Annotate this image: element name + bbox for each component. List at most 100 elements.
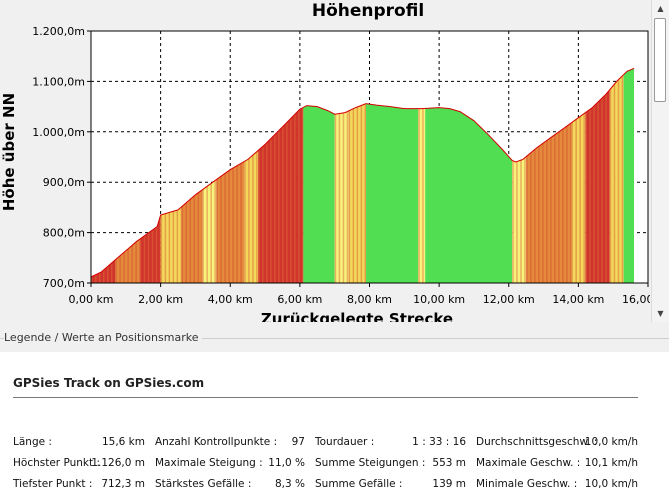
gradient-stripe xyxy=(538,68,540,283)
gradient-stripe xyxy=(530,68,532,283)
stat-item: Länge : 15,6 km xyxy=(13,436,145,450)
stat-item: Summe Steigungen : 553 m xyxy=(315,457,466,471)
y-tick-label: 1.200,0m xyxy=(32,25,85,38)
gradient-band xyxy=(623,68,635,283)
elevation-chart: 700,0m 800,0m 900,0m 1.000,0m 1.100,0m 1.200,… xyxy=(0,0,650,322)
stat-value: 1 : 33 : 16 xyxy=(412,436,466,448)
gradient-stripe xyxy=(240,68,242,283)
x-tick-label: 10,00 km xyxy=(413,293,465,306)
gradient-stripe xyxy=(575,68,577,283)
gradient-stripe xyxy=(294,68,296,283)
stat-label: Summe Gefälle : xyxy=(315,478,403,490)
gradient-stripe xyxy=(256,68,258,283)
gradient-stripe xyxy=(224,68,226,283)
gradient-stripe xyxy=(526,68,528,283)
gradient-stripe xyxy=(524,68,526,283)
gradient-stripe xyxy=(566,68,568,283)
stat-label: Summe Steigungen : xyxy=(315,457,426,469)
stat-item: Maximale Geschw. :10,1 km/h xyxy=(476,457,638,471)
gradient-stripe xyxy=(579,68,581,283)
gradient-stripe xyxy=(252,68,254,283)
scroll-thumb[interactable] xyxy=(654,18,666,102)
x-tick-label: 6,00 km xyxy=(277,293,322,306)
legend-divider xyxy=(0,338,669,339)
stat-value: 10,0 km/h xyxy=(584,478,638,490)
chart-title: Höhenprofil xyxy=(312,1,424,21)
stat-label: Minimale Geschw. : xyxy=(476,478,578,490)
x-tick-label: 16,00 km xyxy=(622,293,650,306)
gradient-stripe xyxy=(516,68,518,283)
triangle-down-icon[interactable]: ▼ xyxy=(657,309,664,318)
x-axis-label: Zurückgelegte Strecke xyxy=(261,310,453,322)
x-tick-label: 2,00 km xyxy=(138,293,183,306)
stat-value: 10,0 km/h xyxy=(584,436,638,448)
stat-value: 1.126,0 m xyxy=(91,457,145,469)
gradient-stripe xyxy=(554,68,556,283)
gradient-stripe xyxy=(364,68,367,283)
track-title: GPSies Track on GPSies.com xyxy=(13,376,205,390)
gradient-stripe xyxy=(512,68,514,283)
gradient-stripe xyxy=(589,68,591,283)
stat-label: Durchschnittsgeschw. : xyxy=(476,436,598,448)
gradient-stripe xyxy=(266,68,268,283)
gradient-stripe xyxy=(360,68,363,283)
stat-value: 11,0 % xyxy=(268,457,305,469)
gradient-stripe xyxy=(248,68,250,283)
x-tick-label: 14,00 km xyxy=(552,293,604,306)
gradient-stripe xyxy=(613,68,616,283)
x-tick-label: 0,00 km xyxy=(68,293,113,306)
gradient-stripe xyxy=(571,68,573,283)
y-tick-label: 900,0m xyxy=(43,176,85,189)
legend-title: Legende / Werte an Positionsmarke xyxy=(4,331,203,344)
stat-label: Tiefster Punkt : xyxy=(13,478,93,490)
y-axis: 700,0m 800,0m 900,0m 1.000,0m 1.100,0m 1.200,… xyxy=(32,25,91,290)
stat-value: 712,3 m xyxy=(101,478,145,490)
gradient-stripe xyxy=(534,68,536,283)
gradient-band xyxy=(418,68,426,283)
gradient-stripe xyxy=(302,68,304,283)
y-tick-label: 800,0m xyxy=(43,227,85,240)
gradient-stripe xyxy=(601,68,603,283)
gradient-stripe xyxy=(520,68,522,283)
vertical-scrollbar[interactable]: ▲ ▼ xyxy=(651,0,669,322)
gradient-stripe xyxy=(583,68,585,283)
elevation-line xyxy=(90,67,635,278)
gradient-stripe xyxy=(597,68,599,283)
y-axis-label: Höhe über NN xyxy=(0,93,18,211)
stat-item: Stärkstes Gefälle : 8,3 % xyxy=(155,478,305,492)
gradient-stripe xyxy=(570,68,572,283)
gradient-stripe xyxy=(546,68,548,283)
gradient-stripe xyxy=(342,68,345,283)
chart-panel: 700,0m 800,0m 900,0m 1.000,0m 1.100,0m 1.200,… xyxy=(0,0,650,322)
stat-label: Maximale Steigung : xyxy=(155,457,263,469)
gradient-stripe xyxy=(258,68,260,283)
triangle-up-icon[interactable]: ▲ xyxy=(657,4,664,13)
gradient-stripe xyxy=(298,68,300,283)
gradient-stripe xyxy=(348,68,351,283)
stat-label: Tourdauer : xyxy=(315,436,375,448)
gradient-stripe xyxy=(418,68,420,283)
stat-value: 10,1 km/h xyxy=(584,457,638,469)
stat-item: Anzahl Kontrollpunkte : 97 xyxy=(155,436,305,450)
stat-item: Minimale Geschw. : 10,0 km/h xyxy=(476,478,638,492)
gradient-band xyxy=(334,68,349,283)
legend-header: Legende / Werte an Positionsmarke xyxy=(0,323,669,351)
gradient-stripe xyxy=(605,68,607,283)
gradient-stripe xyxy=(282,68,284,283)
stat-label: Stärkstes Gefälle : xyxy=(155,478,252,490)
gradient-stripe xyxy=(621,68,624,283)
gradient-band xyxy=(571,68,586,283)
stat-item: Höchster Punkt :1.126,0 m xyxy=(13,457,145,471)
stat-label: Höchster Punkt : xyxy=(13,457,100,469)
gradient-stripe xyxy=(232,68,234,283)
stat-value: 553 m xyxy=(432,457,466,469)
stat-label: Maximale Geschw. : xyxy=(476,457,581,469)
gradient-stripe xyxy=(290,68,292,283)
gradient-stripe xyxy=(609,68,612,283)
x-tick-label: 12,00 km xyxy=(483,293,535,306)
y-tick-label: 700,0m xyxy=(43,277,85,290)
gradient-stripe xyxy=(278,68,280,283)
x-axis: 0,00 km 2,00 km 4,00 km 6,00 km 8,00 km 10,00… xyxy=(68,283,650,306)
stat-item: Durchschnittsgeschw. :10,0 km/h xyxy=(476,436,638,450)
gradient-stripe xyxy=(236,68,238,283)
